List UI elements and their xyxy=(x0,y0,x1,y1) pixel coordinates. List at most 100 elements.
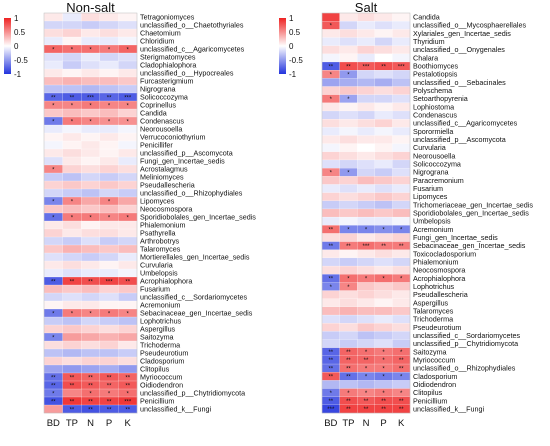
heatmap-cell xyxy=(81,284,101,294)
heatmap-cell xyxy=(357,298,376,308)
heatmap-cell xyxy=(374,167,393,177)
heatmap-cell xyxy=(339,151,358,161)
row-label: Lophotrichus xyxy=(413,282,455,291)
heatmap-cell xyxy=(357,290,376,300)
significance-marker: * xyxy=(52,119,55,125)
significance-marker: * xyxy=(108,215,111,221)
row-label: Phialemonium xyxy=(140,221,186,230)
heatmap-cell xyxy=(43,244,64,254)
significance-marker: *** xyxy=(398,64,406,70)
heatmap-cell xyxy=(392,184,411,194)
significance-marker: * xyxy=(400,228,403,234)
heatmap-cell xyxy=(339,298,358,308)
row-label: unclassified_c__Agaricomycetes xyxy=(140,45,245,54)
heatmap-cell xyxy=(339,143,358,153)
heatmap-cell xyxy=(99,244,119,254)
heatmap-cell xyxy=(321,265,341,275)
significance-marker: ** xyxy=(107,399,112,405)
heatmap-cell xyxy=(357,21,376,30)
row-label: unclassified_c__Sordariomycetes xyxy=(413,331,520,340)
heatmap-cell xyxy=(339,53,358,63)
significance-marker: * xyxy=(365,350,368,356)
heatmap-cell xyxy=(62,28,82,38)
heatmap-cell xyxy=(43,284,64,294)
row-label: unclassified_o__Rhizophydiales xyxy=(140,189,243,198)
significance-marker: *** xyxy=(327,407,335,413)
heatmap-cell xyxy=(321,110,341,120)
colorbar-tick-label: -0.5 xyxy=(289,56,303,65)
significance-marker: ** xyxy=(88,399,93,405)
heatmap-cell xyxy=(392,380,411,389)
significance-marker: ** xyxy=(70,279,75,285)
row-label: Acrophialophora xyxy=(140,277,192,286)
heatmap-cell xyxy=(62,348,82,358)
heatmap-cell xyxy=(43,172,64,182)
significance-marker: ** xyxy=(70,375,75,381)
heatmap-cell xyxy=(62,252,82,262)
row-label: unclassified_o__Onygenales xyxy=(413,45,505,54)
heatmap-cell xyxy=(392,29,411,38)
heatmap-cell xyxy=(81,156,101,166)
heatmap-cell xyxy=(62,300,82,310)
heatmap-cell xyxy=(118,332,138,342)
significance-marker: *** xyxy=(124,95,132,101)
heatmap-cell xyxy=(43,108,64,118)
heatmap-cell xyxy=(339,331,358,340)
heatmap-cell xyxy=(339,78,358,87)
row-label: Tetragoniomyces xyxy=(140,13,195,22)
heatmap-border xyxy=(321,12,411,414)
heatmap-cell xyxy=(357,70,376,79)
heatmap-cell xyxy=(339,290,358,300)
heatmap-cell xyxy=(43,404,64,414)
heatmap-cell xyxy=(99,284,119,294)
heatmap-cell xyxy=(118,260,138,270)
row-label: Coprinellus xyxy=(140,101,176,110)
heatmap-cell xyxy=(392,70,411,79)
heatmap-cell xyxy=(339,249,358,259)
heatmap-cell xyxy=(357,118,376,128)
row-label: unclassified_c__Sordariomycetes xyxy=(140,293,247,302)
heatmap-cell xyxy=(99,20,119,30)
chart-title: Salt xyxy=(355,0,378,15)
heatmap-cell xyxy=(81,228,101,238)
heatmap-cell xyxy=(118,180,138,190)
row-label: Xylariales_gen_Incertae_sedis xyxy=(413,29,511,38)
heatmap-cell xyxy=(118,236,138,246)
heatmap-cell xyxy=(357,37,376,47)
significance-marker: ** xyxy=(125,279,130,285)
heatmap-cell xyxy=(81,220,101,230)
heatmap-cell xyxy=(81,292,101,302)
significance-marker: ** xyxy=(107,95,112,101)
significance-marker: *** xyxy=(362,244,370,250)
heatmap-cell xyxy=(357,127,376,136)
row-label: Phialemonium xyxy=(413,257,459,266)
heatmap-cell xyxy=(374,290,393,300)
heatmap-cell xyxy=(43,180,64,190)
heatmap-cell xyxy=(62,260,82,270)
row-label: Paracremonium xyxy=(413,176,464,185)
row-label: Aspergillus xyxy=(140,325,176,334)
heatmap-cell xyxy=(118,172,138,182)
significance-marker: * xyxy=(347,228,350,234)
heatmap-cell xyxy=(62,244,82,254)
heatmap-cell xyxy=(357,216,376,226)
significance-marker: ** xyxy=(51,279,56,285)
heatmap-cell xyxy=(99,364,119,374)
row-label: Sporormiella xyxy=(413,127,453,136)
heatmap-cell xyxy=(374,257,393,267)
row-label: unclassified_o__Rhizophydiales xyxy=(413,364,516,373)
significance-marker: ** xyxy=(346,350,351,356)
heatmap-cell xyxy=(99,188,119,198)
heatmap-cell xyxy=(43,356,64,366)
heatmap-cell xyxy=(62,108,82,118)
row-label: Sebacinaceae_gen_Incertae_sedis xyxy=(413,241,526,250)
heatmap-cell xyxy=(81,52,101,62)
heatmap-cell xyxy=(81,316,101,326)
significance-marker: * xyxy=(365,375,368,381)
significance-marker: * xyxy=(52,311,55,317)
significance-marker: *** xyxy=(106,279,114,285)
significance-marker: ** xyxy=(70,95,75,101)
heatmap-cell xyxy=(99,180,119,190)
